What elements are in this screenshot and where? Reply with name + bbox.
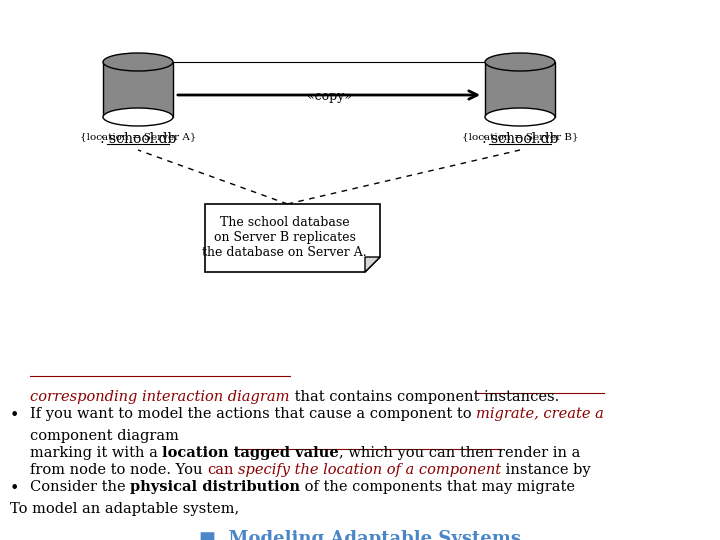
Text: of the components that may migrate: of the components that may migrate: [300, 480, 575, 494]
Ellipse shape: [103, 53, 173, 71]
Text: {location = Server A}: {location = Server A}: [80, 132, 196, 141]
Text: component diagram: component diagram: [30, 429, 179, 443]
Text: specify the location of a component: specify the location of a component: [238, 463, 501, 477]
Text: that contains component instances.: that contains component instances.: [289, 390, 559, 404]
FancyBboxPatch shape: [103, 62, 173, 117]
Text: corresponding interaction diagram: corresponding interaction diagram: [30, 390, 289, 404]
Polygon shape: [205, 204, 380, 272]
Text: : school.db: : school.db: [482, 132, 558, 146]
Text: from node to node. You: from node to node. You: [30, 463, 207, 477]
Text: location tagged value: location tagged value: [163, 446, 339, 460]
Text: can: can: [207, 463, 233, 477]
Text: «copy»: «copy»: [307, 90, 351, 103]
Text: ■  Modeling Adaptable Systems: ■ Modeling Adaptable Systems: [199, 530, 521, 540]
Text: To model an adaptable system,: To model an adaptable system,: [10, 502, 239, 516]
Ellipse shape: [485, 53, 555, 71]
Text: Consider the: Consider the: [30, 480, 130, 494]
Text: The school database
on Server B replicates
the database on Server A.: The school database on Server B replicat…: [202, 217, 366, 260]
Text: •: •: [10, 407, 19, 424]
Text: instance by: instance by: [501, 463, 591, 477]
Text: {location = Server B}: {location = Server B}: [462, 132, 578, 141]
Polygon shape: [365, 257, 380, 272]
Text: marking it with a: marking it with a: [30, 446, 163, 460]
Text: , which you can then render in a: , which you can then render in a: [339, 446, 580, 460]
Ellipse shape: [485, 108, 555, 126]
FancyBboxPatch shape: [485, 62, 555, 117]
Text: migrate, create a: migrate, create a: [476, 407, 604, 421]
Text: •: •: [10, 480, 19, 497]
Ellipse shape: [103, 108, 173, 126]
Text: physical distribution: physical distribution: [130, 480, 300, 494]
Text: If you want to model the actions that cause a component to: If you want to model the actions that ca…: [30, 407, 476, 421]
Text: : school.db: : school.db: [100, 132, 176, 146]
